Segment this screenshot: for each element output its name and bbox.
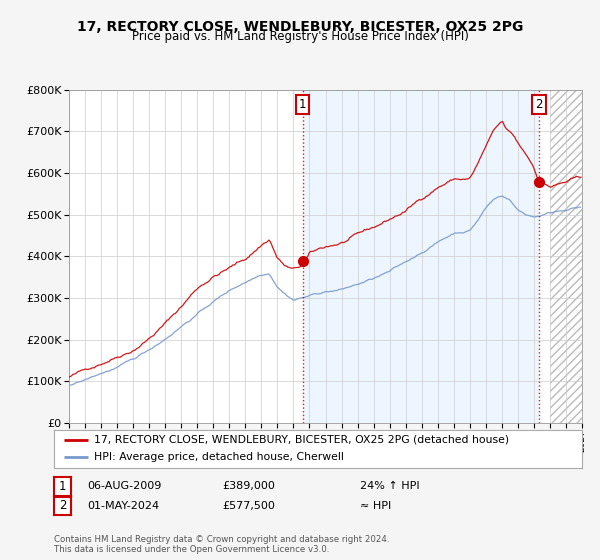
Text: 17, RECTORY CLOSE, WENDLEBURY, BICESTER, OX25 2PG (detached house): 17, RECTORY CLOSE, WENDLEBURY, BICESTER,… [94, 435, 509, 445]
Text: 01-MAY-2024: 01-MAY-2024 [87, 501, 159, 511]
Text: Price paid vs. HM Land Registry's House Price Index (HPI): Price paid vs. HM Land Registry's House … [131, 30, 469, 43]
Text: 24% ↑ HPI: 24% ↑ HPI [360, 482, 419, 491]
Text: 17, RECTORY CLOSE, WENDLEBURY, BICESTER, OX25 2PG: 17, RECTORY CLOSE, WENDLEBURY, BICESTER,… [77, 20, 523, 34]
Text: £577,500: £577,500 [222, 501, 275, 511]
Text: ≈ HPI: ≈ HPI [360, 501, 391, 511]
Text: 1: 1 [299, 98, 307, 111]
Text: HPI: Average price, detached house, Cherwell: HPI: Average price, detached house, Cher… [94, 452, 343, 463]
Text: 1: 1 [59, 480, 66, 493]
Bar [303, 90, 539, 423]
Text: £389,000: £389,000 [222, 482, 275, 491]
Text: 2: 2 [535, 98, 543, 111]
Text: 2: 2 [59, 500, 66, 512]
Text: Contains HM Land Registry data © Crown copyright and database right 2024.
This d: Contains HM Land Registry data © Crown c… [54, 535, 389, 554]
Text: 06-AUG-2009: 06-AUG-2009 [87, 482, 161, 491]
Bar [550, 90, 582, 423]
